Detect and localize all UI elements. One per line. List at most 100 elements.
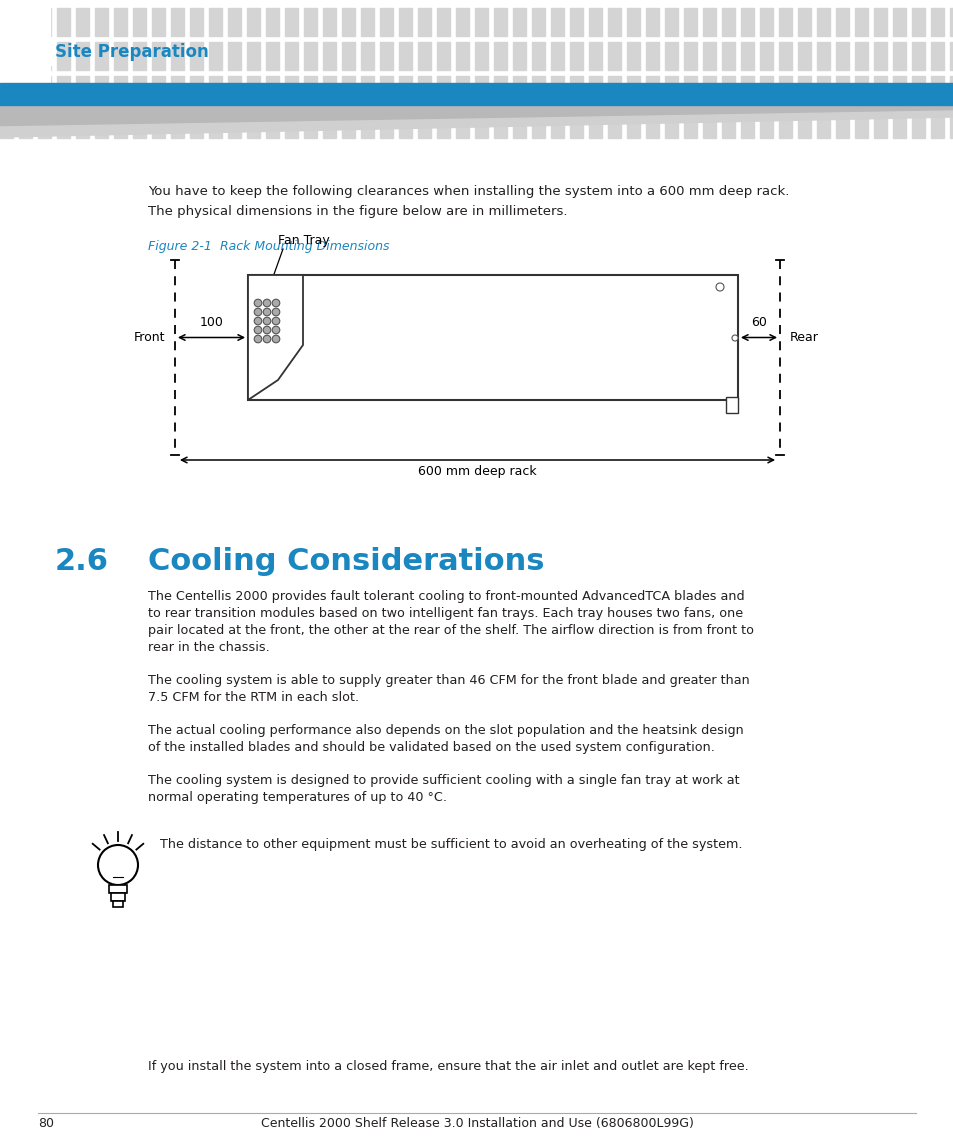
Bar xyxy=(360,42,374,70)
Bar xyxy=(304,42,316,70)
Bar xyxy=(247,110,260,139)
Bar xyxy=(0,40,55,65)
Bar xyxy=(132,8,146,35)
Bar xyxy=(664,110,678,139)
Circle shape xyxy=(272,299,279,307)
Bar xyxy=(190,8,203,35)
Text: 80: 80 xyxy=(38,1118,54,1130)
Text: 100: 100 xyxy=(199,316,223,330)
Bar xyxy=(228,42,241,70)
Bar xyxy=(436,42,450,70)
Bar xyxy=(112,901,123,907)
Circle shape xyxy=(272,326,279,334)
Bar xyxy=(513,8,525,35)
Text: The cooling system is able to supply greater than 46 CFM for the front blade and: The cooling system is able to supply gre… xyxy=(148,674,749,687)
Bar xyxy=(760,8,772,35)
Bar xyxy=(398,42,412,70)
Text: The distance to other equipment must be sufficient to avoid an overheating of th: The distance to other equipment must be … xyxy=(160,838,741,851)
Bar xyxy=(569,8,582,35)
Bar xyxy=(171,42,184,70)
Text: If you install the system into a closed frame, ensure that the air inlet and out: If you install the system into a closed … xyxy=(148,1060,748,1073)
Bar xyxy=(132,42,146,70)
Bar xyxy=(683,76,697,104)
Circle shape xyxy=(253,326,261,334)
Text: Site Preparation: Site Preparation xyxy=(55,44,209,61)
Bar xyxy=(228,8,241,35)
Bar xyxy=(323,42,335,70)
Bar xyxy=(569,110,582,139)
Text: normal operating temperatures of up to 40 °C.: normal operating temperatures of up to 4… xyxy=(148,791,447,804)
Text: pair located at the front, the other at the rear of the shelf. The airflow direc: pair located at the front, the other at … xyxy=(148,624,753,637)
Bar xyxy=(417,8,431,35)
Bar xyxy=(513,76,525,104)
Bar xyxy=(779,42,791,70)
Bar xyxy=(532,110,544,139)
Text: Centellis 2000 Shelf Release 3.0 Installation and Use (6806800L99G): Centellis 2000 Shelf Release 3.0 Install… xyxy=(260,1118,693,1130)
Bar xyxy=(360,110,374,139)
Bar xyxy=(456,42,469,70)
Bar xyxy=(456,76,469,104)
Bar xyxy=(0,76,13,104)
Bar xyxy=(304,110,316,139)
Bar xyxy=(152,8,165,35)
Bar xyxy=(683,8,697,35)
Bar xyxy=(266,76,278,104)
Circle shape xyxy=(263,335,271,342)
Text: 600 mm deep rack: 600 mm deep rack xyxy=(417,465,537,477)
Bar xyxy=(513,42,525,70)
Bar xyxy=(341,110,355,139)
Polygon shape xyxy=(248,275,303,400)
Bar xyxy=(341,42,355,70)
Bar xyxy=(0,0,953,105)
Bar xyxy=(76,8,89,35)
Bar xyxy=(949,110,953,139)
Text: Figure 2-1: Figure 2-1 xyxy=(148,240,212,253)
Bar xyxy=(892,8,905,35)
Bar xyxy=(911,110,924,139)
Bar xyxy=(513,110,525,139)
Bar xyxy=(588,110,601,139)
Bar xyxy=(930,110,943,139)
Bar xyxy=(854,8,867,35)
Bar xyxy=(113,8,127,35)
Bar xyxy=(930,42,943,70)
Text: Rack Mounting Dimensions: Rack Mounting Dimensions xyxy=(220,240,389,253)
Circle shape xyxy=(253,335,261,342)
Bar xyxy=(532,8,544,35)
Circle shape xyxy=(272,308,279,316)
Bar xyxy=(551,76,563,104)
Bar xyxy=(323,8,335,35)
Circle shape xyxy=(731,335,738,341)
Circle shape xyxy=(263,299,271,307)
Text: of the installed blades and should be validated based on the used system configu: of the installed blades and should be va… xyxy=(148,741,714,755)
Bar xyxy=(152,42,165,70)
Bar xyxy=(436,76,450,104)
Bar xyxy=(323,110,335,139)
Bar xyxy=(760,110,772,139)
Bar xyxy=(76,110,89,139)
Bar xyxy=(588,8,601,35)
Bar xyxy=(417,110,431,139)
Bar xyxy=(760,42,772,70)
Bar xyxy=(436,8,450,35)
Bar xyxy=(721,8,734,35)
Circle shape xyxy=(272,335,279,342)
Bar xyxy=(285,8,297,35)
Bar xyxy=(171,110,184,139)
Bar xyxy=(132,110,146,139)
Text: Cooling Considerations: Cooling Considerations xyxy=(148,547,544,576)
Circle shape xyxy=(263,317,271,325)
Bar xyxy=(683,42,697,70)
Bar xyxy=(873,8,886,35)
Bar xyxy=(360,8,374,35)
Bar xyxy=(398,76,412,104)
Bar xyxy=(854,76,867,104)
Bar xyxy=(57,76,70,104)
Bar xyxy=(0,82,953,105)
Bar xyxy=(911,42,924,70)
Bar xyxy=(494,110,506,139)
Bar xyxy=(266,8,278,35)
Bar xyxy=(532,42,544,70)
Bar xyxy=(816,8,829,35)
Bar xyxy=(588,42,601,70)
